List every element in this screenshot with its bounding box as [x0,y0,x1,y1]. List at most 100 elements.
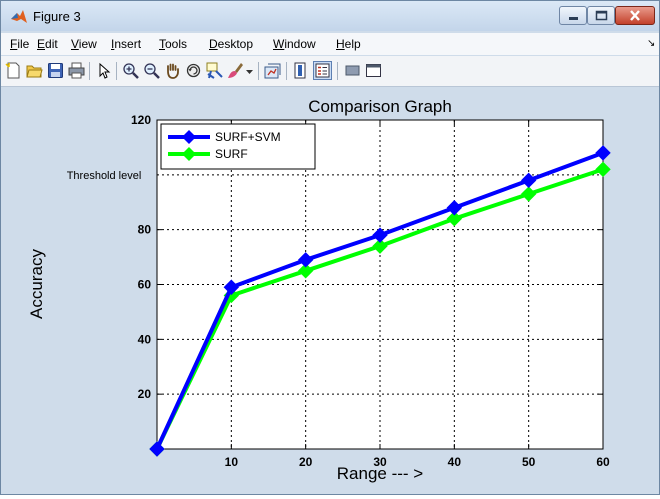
menu-view[interactable]: View [71,37,97,51]
series-layer [149,145,611,457]
data-point-marker[interactable] [372,227,388,243]
figure-canvas: Comparison Graph 20 40 60 80 120 10 20 30 40 50 6… [1,87,659,494]
brush-dropdown-icon[interactable] [245,62,254,79]
menu-label-rest: indow [284,37,316,51]
print-icon[interactable] [68,62,85,79]
window-title: Figure 3 [33,9,81,24]
toolbar-separator [116,62,117,80]
open-file-icon[interactable] [26,62,43,79]
data-point-marker[interactable] [446,200,463,216]
x-tick-label: 50 [522,455,536,469]
menu-mnemonic: W [273,37,285,51]
close-icon [630,10,640,21]
close-button[interactable] [615,6,655,25]
y-tick-label: 80 [138,223,152,237]
x-tick-label: 20 [299,455,313,469]
data-point-marker[interactable] [223,279,240,295]
rotate-3d-icon[interactable] [185,62,202,79]
maximize-button[interactable] [587,6,615,25]
menu-mnemonic: H [336,37,345,51]
menu-mnemonic: V [71,37,79,51]
maximize-icon [595,10,608,21]
data-point-marker[interactable] [297,263,314,279]
menu-label-rest: ile [17,37,30,51]
data-point-marker[interactable] [446,210,463,227]
data-point-marker[interactable] [595,145,611,161]
toolbar-separator [89,62,90,80]
x-axis-label: Range --- > [337,464,424,483]
pan-hand-icon[interactable] [164,62,181,79]
menu-file[interactable]: File [10,37,29,51]
legend-entry: SURF+SVM [168,130,281,144]
data-point-marker[interactable] [297,252,314,268]
hide-plot-tools-icon[interactable] [344,62,361,79]
zoom-in-icon[interactable] [122,62,139,79]
y-tick-label: 60 [138,278,152,292]
legend-swatch-marker [182,130,196,144]
minimize-icon [569,17,578,20]
menu-dock-arrow-icon[interactable]: ↘ [647,38,656,49]
legend-label: SURF+SVM [215,130,281,144]
menu-window[interactable]: Window [273,37,316,51]
x-axis-ticks: 10 20 30 40 50 60 [225,120,610,469]
menu-tools[interactable]: Tools [159,37,187,51]
legend-entry: SURF [168,147,248,161]
menu-label-rest: dit [45,37,58,51]
menu-desktop[interactable]: Desktop [209,37,253,51]
y-axis-label: Accuracy [27,249,46,319]
data-point-marker[interactable] [149,441,165,457]
data-point-marker[interactable] [520,186,537,202]
toolbar-separator [258,62,259,80]
menu-label-rest: ools [165,37,188,51]
y-tick-label: 20 [138,387,152,401]
legend-box [160,123,316,170]
minimize-button[interactable] [559,6,587,25]
insert-legend-icon[interactable] [313,61,332,80]
menu-mnemonic: F [10,37,18,51]
link-plot-icon[interactable] [264,62,281,79]
data-cursor-icon[interactable] [206,62,223,79]
insert-colorbar-icon[interactable] [292,62,309,79]
show-plot-tools-icon[interactable] [365,62,382,79]
matlab-logo-icon [11,10,27,23]
x-tick-label: 40 [448,455,462,469]
menu-label-rest: elp [344,37,361,51]
save-icon[interactable] [47,62,64,79]
legend-swatch-marker [182,147,196,161]
legend-label: SURF [215,147,248,161]
x-tick-label: 30 [373,455,387,469]
comparison-chart[interactable]: Comparison Graph 20 40 60 80 120 10 20 30 40 50 6… [1,87,659,494]
menu-label-rest: esktop [217,37,254,51]
toolbar-separator [286,62,287,80]
menu-help[interactable]: Help [336,37,361,51]
menu-insert[interactable]: Insert [111,37,141,51]
data-point-marker[interactable] [595,161,611,178]
menu-mnemonic: I [111,37,115,51]
y-tick-label: 40 [138,332,152,346]
x-tick-label: 60 [596,455,610,469]
legend[interactable]: SURF+SVM SURF [160,123,316,170]
menu-mnemonic: E [37,37,46,51]
x-tick-label: 10 [225,455,239,469]
menu-mnemonic: D [209,37,218,51]
menu-mnemonic: T [159,37,165,51]
brush-icon[interactable] [227,62,244,79]
zoom-out-icon[interactable] [143,62,160,79]
y-tick-label: 120 [131,113,151,127]
series-surf-svm[interactable] [149,145,611,457]
menu-edit[interactable]: Edit [37,37,58,51]
data-point-marker[interactable] [372,238,388,254]
new-figure-icon[interactable] [5,62,22,79]
data-point-marker[interactable] [520,172,537,189]
figure-toolbar [1,56,659,87]
y-axis-ticks: 20 40 60 80 120 [131,113,603,401]
title-bar[interactable]: Figure 3 [1,1,659,31]
threshold-level-label: Threshold level [67,170,142,182]
menu-label-rest: nsert [114,37,142,51]
chart-title: Comparison Graph [308,97,452,116]
menu-label-rest: iew [78,37,97,51]
toolbar-separator [337,62,338,80]
select-arrow-icon[interactable] [95,62,112,79]
menu-bar: File Edit View Insert Tools Desktop Window Help… [1,33,659,55]
